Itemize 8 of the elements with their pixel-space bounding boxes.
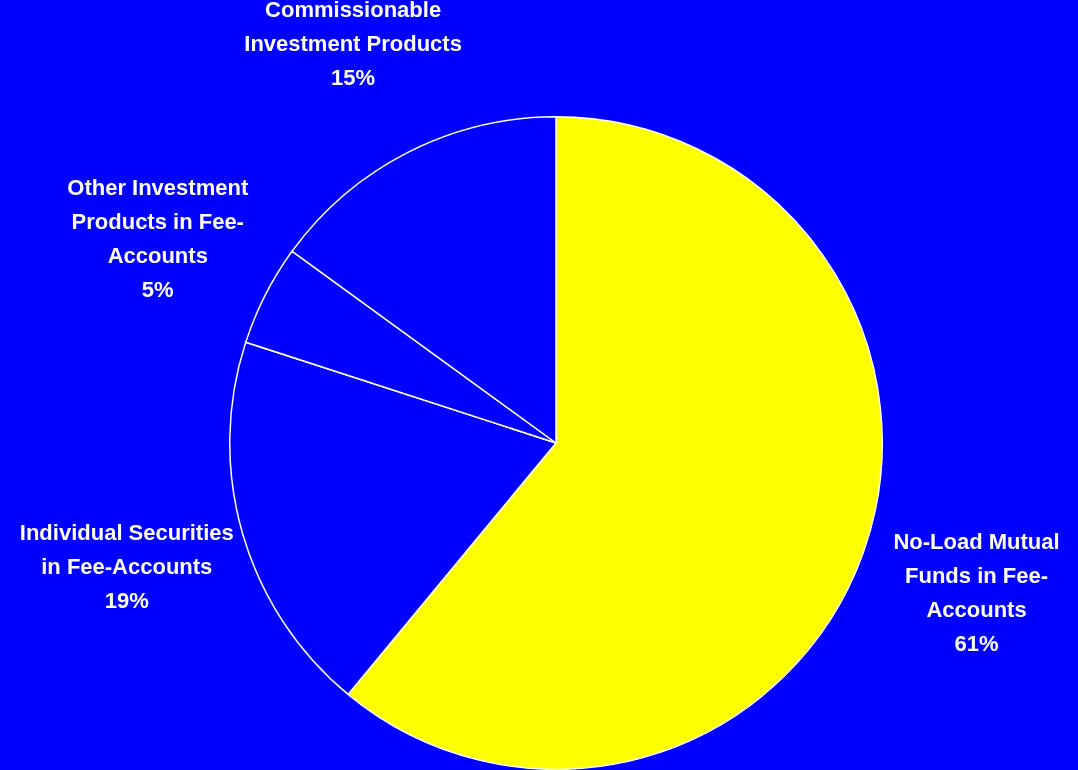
slice-label: Commissionable Investment Products: [244, 0, 462, 56]
data-label: 5%: [141, 277, 174, 303]
slice-label: No-Load Mutual Funds in Fee-Accounts: [893, 529, 1060, 623]
slice-label: Individual Securities in Fee-Accounts: [19, 519, 234, 579]
data-label: 15%: [331, 64, 376, 90]
data-label: 61%: [954, 631, 999, 657]
data-label: 19%: [104, 587, 149, 613]
slice-label: Other Investment Products in Fee-Accounts: [67, 175, 249, 269]
